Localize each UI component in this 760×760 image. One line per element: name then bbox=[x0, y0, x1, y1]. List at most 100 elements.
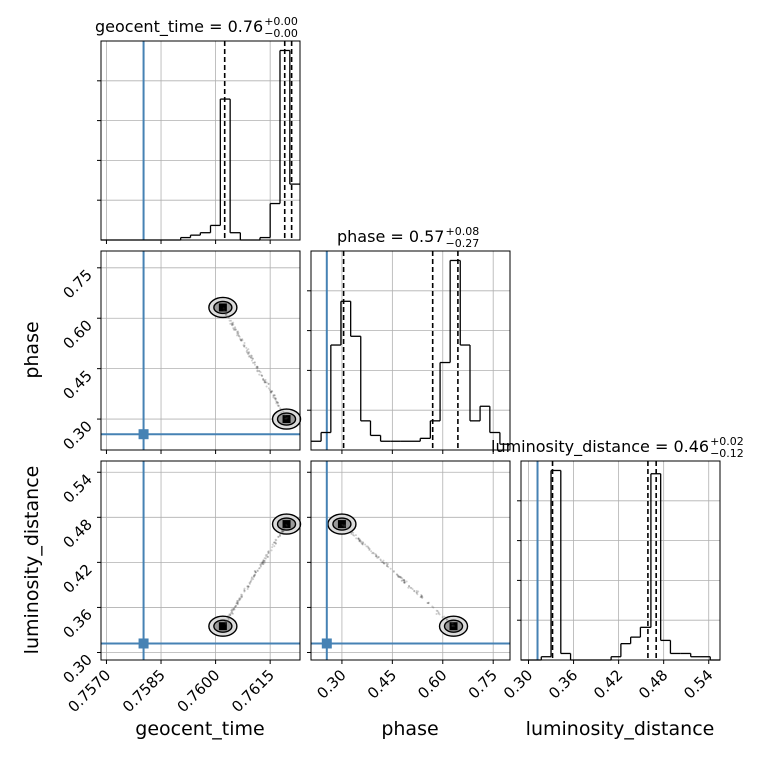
sample-point bbox=[400, 579, 403, 582]
sample-point bbox=[240, 595, 243, 598]
sample-point bbox=[410, 586, 413, 589]
sample-point bbox=[231, 324, 234, 327]
sample-point bbox=[225, 313, 228, 316]
truth-marker bbox=[138, 638, 149, 649]
sample-point bbox=[280, 531, 283, 534]
sample-point bbox=[376, 556, 379, 559]
sample-point bbox=[395, 573, 398, 576]
sample-point bbox=[360, 540, 363, 543]
title-geocent-plus: +0.00 bbox=[264, 15, 298, 28]
sample-point bbox=[426, 602, 429, 605]
sample-point bbox=[231, 612, 234, 615]
axes-frame bbox=[100, 250, 301, 451]
sample-point bbox=[403, 581, 406, 584]
sample-point bbox=[399, 576, 402, 579]
sample-point bbox=[262, 377, 265, 380]
sample-point bbox=[265, 555, 268, 558]
sample-point bbox=[284, 414, 287, 417]
sample-point bbox=[228, 319, 231, 322]
sample-point bbox=[371, 552, 374, 555]
sample-point bbox=[385, 564, 388, 567]
sample-point bbox=[240, 339, 243, 342]
sample-point bbox=[228, 613, 231, 616]
sample-point bbox=[227, 316, 230, 319]
sample-point bbox=[237, 334, 240, 337]
sample-point bbox=[416, 593, 419, 596]
truth-marker bbox=[321, 638, 332, 649]
sample-point bbox=[367, 546, 370, 549]
sample-point bbox=[377, 555, 380, 558]
sample-point bbox=[396, 574, 399, 577]
sample-point bbox=[225, 312, 228, 315]
sample-point bbox=[274, 397, 277, 400]
density-peak bbox=[218, 622, 227, 631]
sample-point bbox=[275, 401, 278, 404]
title-geocent-time: geocent_time = 0.76 +0.00 −0.00 bbox=[95, 15, 298, 40]
sample-point bbox=[403, 579, 406, 582]
sample-point bbox=[248, 582, 251, 585]
xlabel-phase: phase bbox=[381, 718, 438, 740]
sample-point bbox=[271, 546, 274, 549]
sample-point bbox=[276, 401, 279, 404]
sample-point bbox=[351, 531, 354, 534]
sample-point bbox=[232, 607, 235, 610]
sample-point bbox=[226, 315, 229, 318]
sample-point bbox=[409, 586, 412, 589]
sample-point bbox=[231, 612, 234, 615]
sample-point bbox=[272, 394, 275, 397]
sample-point bbox=[420, 594, 423, 597]
sample-point bbox=[379, 559, 382, 562]
sample-point bbox=[253, 569, 256, 572]
sample-point bbox=[437, 612, 440, 615]
sample-point bbox=[258, 373, 261, 376]
sample-point bbox=[420, 593, 423, 596]
sample-point bbox=[227, 616, 230, 619]
sample-point bbox=[453, 625, 456, 628]
sample-point bbox=[245, 350, 248, 353]
sample-point bbox=[230, 609, 233, 612]
sample-point bbox=[237, 330, 240, 333]
sample-point bbox=[251, 357, 254, 360]
sample-point bbox=[397, 575, 400, 578]
sample-point bbox=[264, 378, 267, 381]
sample-point bbox=[260, 374, 263, 377]
title-phase-main: phase = 0.57 bbox=[337, 227, 444, 246]
sample-point bbox=[387, 565, 390, 568]
sample-point bbox=[381, 561, 384, 564]
sample-point bbox=[377, 556, 380, 559]
sample-point bbox=[229, 322, 232, 325]
sample-point bbox=[379, 558, 382, 561]
xtick-label: 0.7615 bbox=[228, 666, 278, 716]
sample-point bbox=[343, 524, 346, 527]
sample-point bbox=[237, 335, 240, 338]
density-peak bbox=[449, 622, 458, 631]
sample-point bbox=[230, 322, 233, 325]
sample-point bbox=[253, 361, 256, 364]
sample-point bbox=[420, 595, 423, 598]
sample-point bbox=[275, 539, 278, 542]
sample-point bbox=[256, 569, 259, 572]
sample-point bbox=[397, 574, 400, 577]
sample-point bbox=[232, 608, 235, 611]
sample-point bbox=[231, 608, 234, 611]
scatter-panel-phase-luminosity_distance bbox=[307, 460, 511, 664]
sample-point bbox=[451, 624, 454, 627]
sample-point bbox=[274, 542, 277, 545]
sample-point bbox=[274, 538, 277, 541]
ylabel-phase: phase bbox=[21, 321, 43, 378]
sample-point bbox=[413, 589, 416, 592]
sample-point bbox=[341, 524, 344, 527]
sample-point bbox=[270, 390, 273, 393]
sample-point bbox=[249, 355, 252, 358]
sample-point bbox=[232, 321, 235, 324]
sample-point bbox=[283, 527, 286, 530]
sample-point bbox=[236, 334, 239, 337]
sample-point bbox=[243, 344, 246, 347]
sample-point bbox=[389, 567, 392, 570]
sample-point bbox=[262, 560, 265, 563]
sample-point bbox=[254, 573, 257, 576]
sample-point bbox=[250, 356, 253, 359]
sample-point bbox=[261, 563, 264, 566]
sample-point bbox=[361, 541, 364, 544]
sample-point bbox=[269, 390, 272, 393]
